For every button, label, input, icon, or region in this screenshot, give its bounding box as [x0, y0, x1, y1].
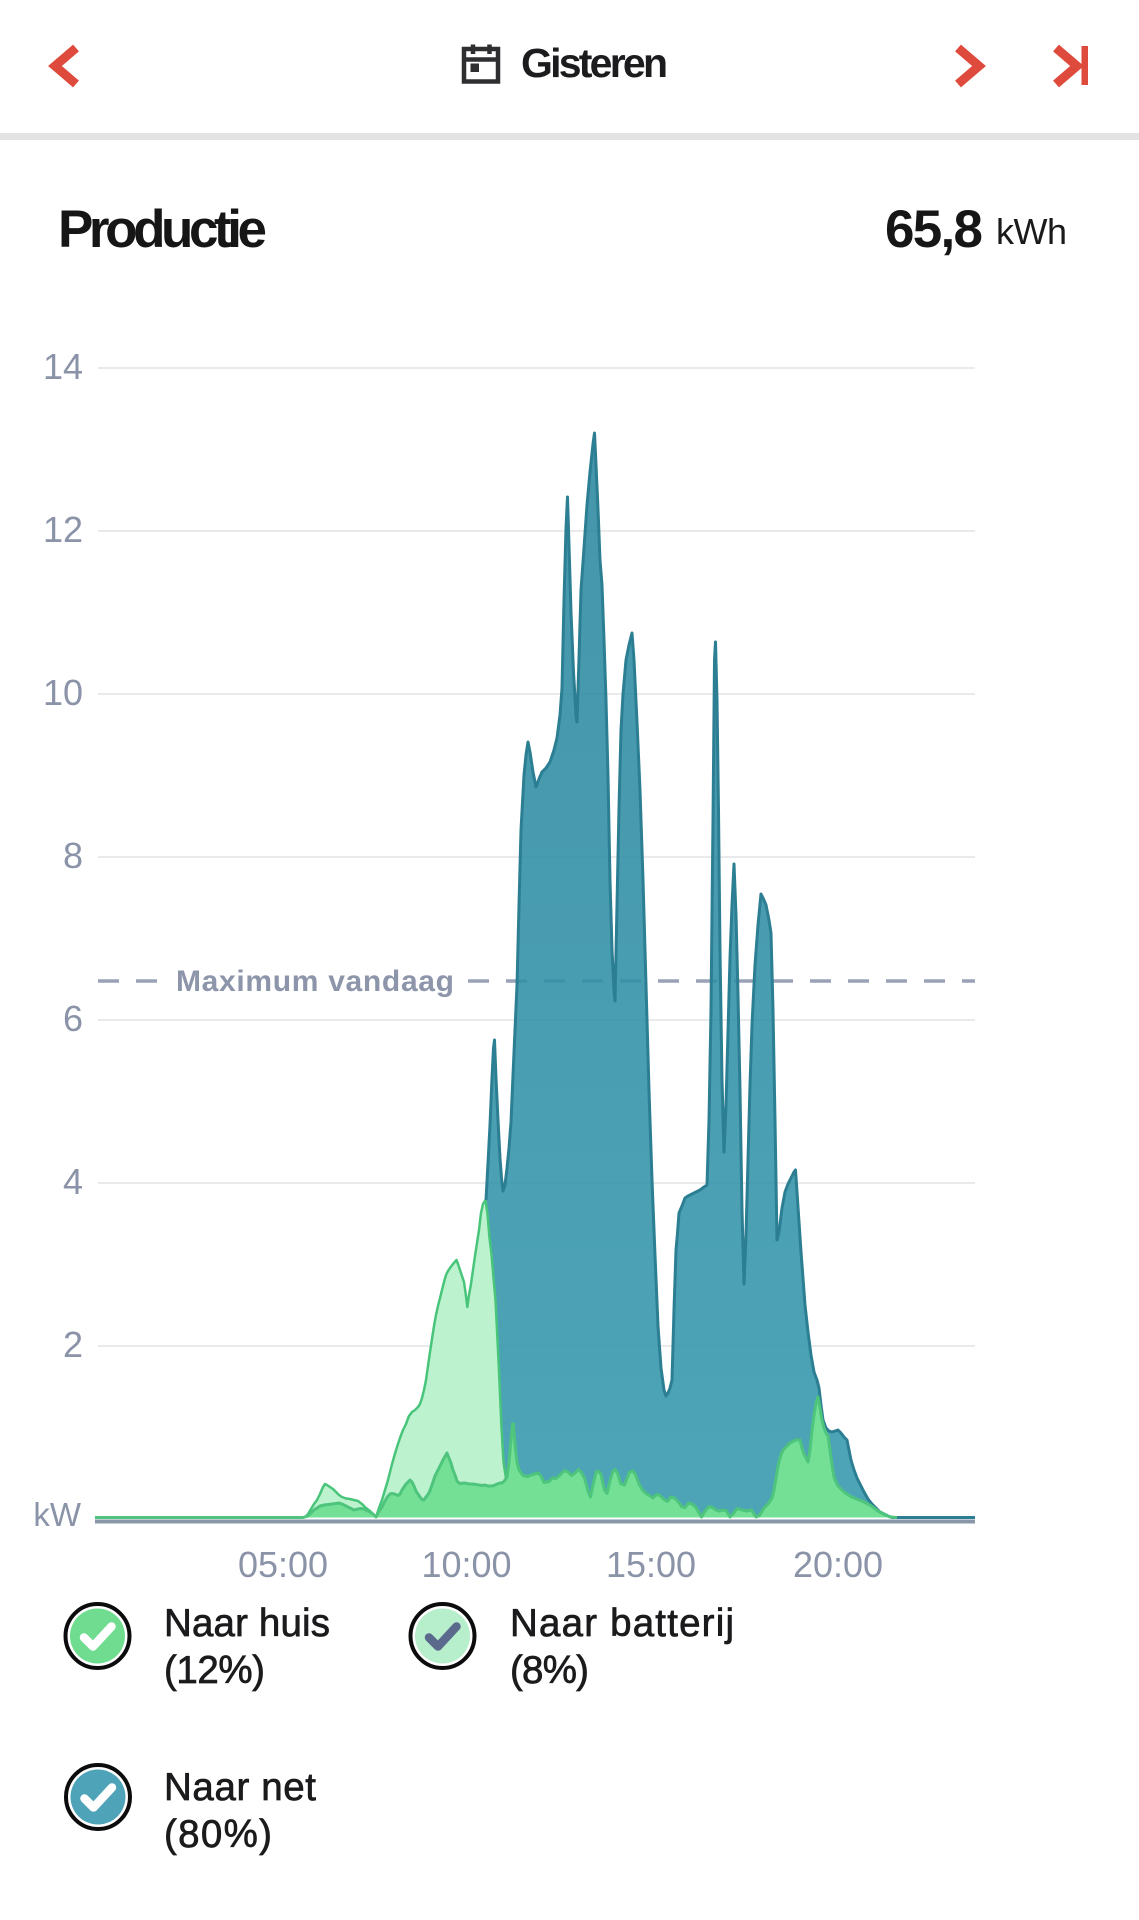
svg-text:Productie: Productie: [58, 200, 267, 259]
svg-text:Gisteren: Gisteren: [521, 40, 668, 86]
svg-text:(80%): (80%): [164, 1813, 272, 1856]
svg-text:kWh: kWh: [996, 211, 1067, 252]
svg-text:Naar batterij: Naar batterij: [510, 1602, 734, 1645]
svg-text:20:00: 20:00: [793, 1544, 883, 1585]
svg-text:kW: kW: [33, 1496, 82, 1533]
svg-text:14: 14: [43, 346, 83, 387]
svg-text:65,8: 65,8: [885, 200, 983, 259]
svg-text:6: 6: [63, 998, 83, 1039]
svg-text:2: 2: [63, 1324, 83, 1365]
svg-text:15:00: 15:00: [606, 1544, 696, 1585]
svg-text:12: 12: [43, 509, 83, 550]
svg-text:8: 8: [63, 835, 83, 876]
svg-text:Naar net: Naar net: [164, 1766, 316, 1809]
svg-text:Naar huis: Naar huis: [164, 1602, 330, 1645]
svg-text:4: 4: [63, 1161, 83, 1202]
svg-text:10: 10: [43, 672, 83, 713]
svg-text:05:00: 05:00: [238, 1544, 328, 1585]
svg-text:Maximum vandaag: Maximum vandaag: [176, 965, 454, 998]
svg-text:10:00: 10:00: [421, 1544, 511, 1585]
svg-text:(12%): (12%): [164, 1649, 265, 1692]
svg-text:(8%): (8%): [510, 1649, 589, 1692]
